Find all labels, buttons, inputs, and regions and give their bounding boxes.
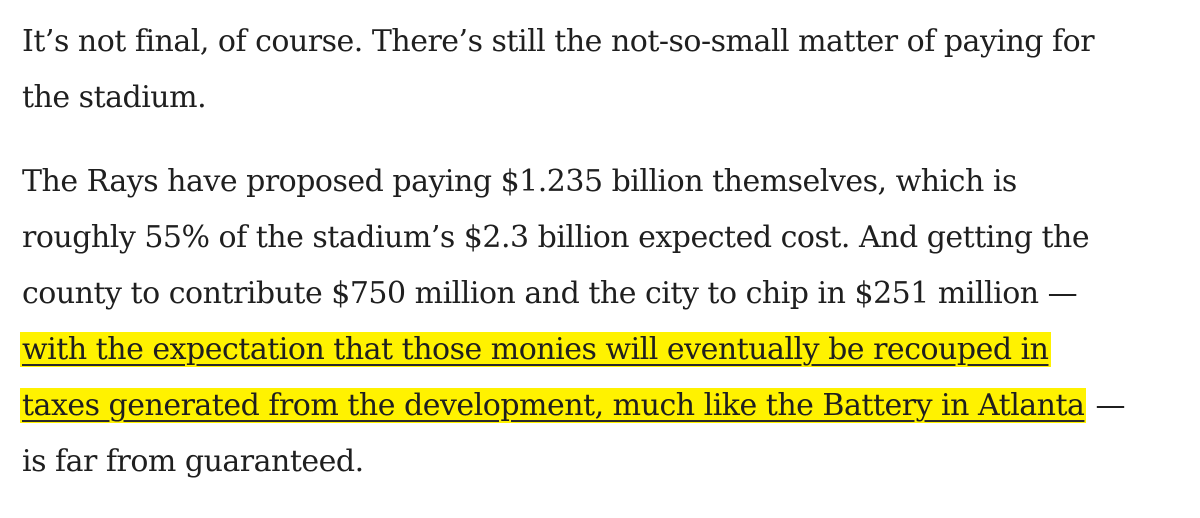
paragraph-2-line-1: The Rays have proposed paying $1.235 bil…: [22, 164, 1017, 199]
paragraph-1: It’s not final, of course. There’s still…: [22, 14, 1182, 126]
em-dash: —: [1086, 388, 1125, 423]
highlighted-text-2: taxes generated from the development, mu…: [20, 388, 1087, 423]
paragraph-2-line-2: roughly 55% of the stadium’s $2.3 billio…: [22, 220, 1090, 255]
paragraph-1-line-2: the stadium.: [22, 80, 207, 115]
highlighted-text-1: with the expectation that those monies w…: [20, 332, 1051, 367]
article-body: It’s not final, of course. There’s still…: [20, 14, 1182, 518]
paragraph-2-closing-line: is far from guaranteed.: [22, 444, 364, 479]
paragraph-2-line-3: county to contribute $750 million and th…: [22, 276, 1078, 311]
paragraph-2: The Rays have proposed paying $1.235 bil…: [20, 154, 1182, 490]
paragraph-1-line-1: It’s not final, of course. There’s still…: [22, 24, 1095, 59]
highlighted-line-2: taxes generated from the development, mu…: [20, 378, 1182, 434]
highlighted-line-1: with the expectation that those monies w…: [20, 322, 1182, 378]
